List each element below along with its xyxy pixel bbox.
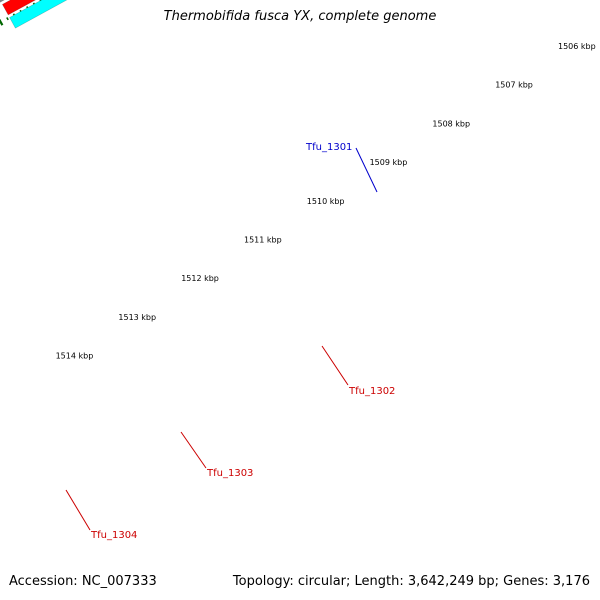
ruler-tick <box>6 17 9 21</box>
feature-track <box>1 0 68 29</box>
ruler-label: 1514 kbp <box>56 352 94 361</box>
forward-gene-arrow <box>9 0 68 29</box>
ruler-label: 1511 kbp <box>244 236 282 245</box>
backbone-line <box>0 0 5 3</box>
gene-label-leader <box>65 489 91 531</box>
accession-text: Accession: NC_007333 <box>9 574 157 589</box>
gene-label: Tfu_1302 <box>348 386 395 397</box>
gene-label-leader <box>355 147 378 193</box>
forward-cds-arrow <box>1 0 37 16</box>
backbone <box>0 0 5 3</box>
gene-label-leader <box>180 431 207 469</box>
map-title: Thermobifida fusca YX, complete genome <box>163 9 437 24</box>
ruler-label: 1507 kbp <box>495 81 533 90</box>
gene-label: Tfu_1301 <box>305 142 352 153</box>
gene-label: Tfu_1304 <box>90 530 137 541</box>
ruler-label: 1512 kbp <box>181 274 219 283</box>
genome-summary: Topology: circular; Length: 3,642,249 bp… <box>232 574 590 589</box>
ruler <box>0 0 44 26</box>
gene-label: Tfu_1303 <box>206 468 253 479</box>
ruler-label: 1506 kbp <box>558 42 596 51</box>
ruler-label: 1509 kbp <box>370 158 408 167</box>
ruler-label: 1508 kbp <box>432 119 470 128</box>
gene-label-leader <box>321 345 349 386</box>
ruler-label: 1510 kbp <box>307 197 345 206</box>
genome-map: 1506 kbp 1507 kbp 1508 kbp 1509 kbp 1510 kbp… <box>0 0 596 541</box>
ruler-label: 1513 kbp <box>118 313 156 322</box>
gene-labels: 1506 kbp 1507 kbp 1508 kbp 1509 kbp 1510 kbp… <box>56 42 596 541</box>
ruler-tick <box>0 18 4 26</box>
